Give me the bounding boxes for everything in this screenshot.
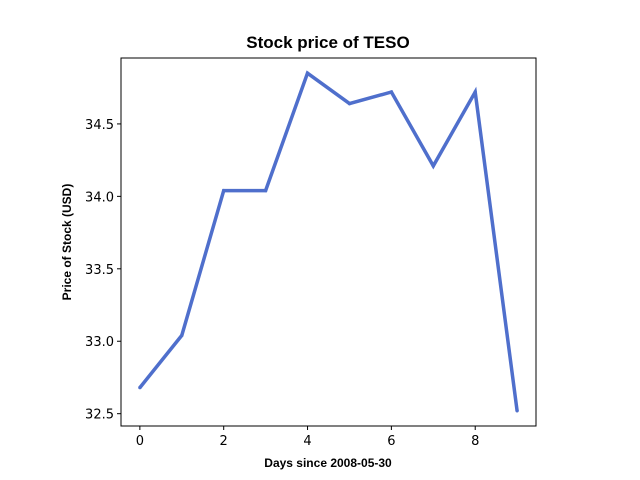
data-point	[347, 101, 352, 106]
data-point	[431, 164, 435, 168]
x-axis-label: Days since 2008-05-30	[264, 456, 392, 470]
y-tick-label: 34.0	[85, 190, 114, 205]
x-tick-label: 4	[303, 434, 311, 449]
chart-title: Stock price of TESO	[246, 33, 409, 52]
y-tick-label: 32.5	[85, 408, 114, 423]
data-point	[138, 385, 142, 390]
series-layer	[138, 70, 519, 413]
series-line	[138, 70, 519, 412]
y-axis-label: Price of Stock (USD)	[60, 184, 74, 301]
x-tick-label: 8	[471, 434, 479, 449]
data-point	[305, 71, 310, 75]
data-point	[389, 90, 394, 94]
y-tick-label: 33.0	[85, 335, 114, 350]
x-axis: 0 2 4 6 8	[136, 426, 479, 449]
x-tick-label: 6	[387, 434, 395, 449]
y-axis: 32.5 33.0 33.5 34.0 34.5	[85, 118, 121, 423]
plot-area: 0 2 4 6 8 32.5 33.0 33.5 34.0 34.5	[85, 57, 537, 449]
data-point	[180, 333, 184, 338]
data-point	[222, 188, 226, 193]
x-tick-label: 2	[220, 434, 228, 449]
data-point	[515, 409, 519, 413]
x-tick-label: 0	[136, 434, 144, 449]
y-tick-label: 33.5	[85, 263, 114, 278]
plot-frame	[120, 57, 537, 427]
y-tick-label: 34.5	[85, 118, 114, 133]
data-point	[473, 90, 477, 94]
data-point	[263, 188, 268, 193]
